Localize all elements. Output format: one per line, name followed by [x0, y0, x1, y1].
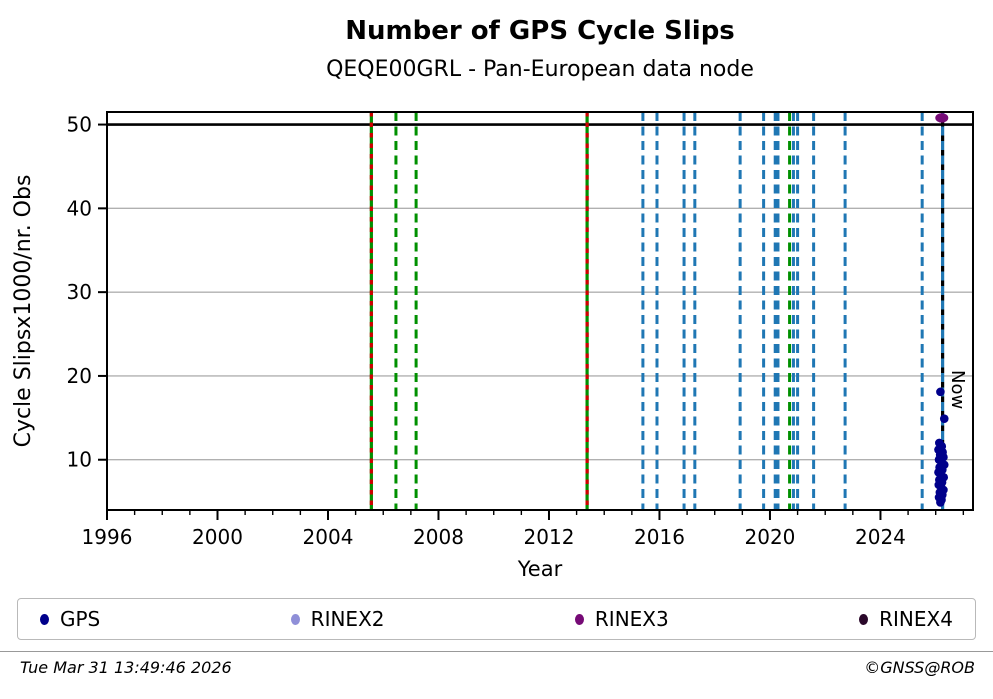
vlines-group: [369, 112, 945, 510]
legend-label-rinex2: RINEX2: [310, 607, 385, 631]
y-tick-label: 40: [67, 196, 92, 220]
rinex4-marker-icon: [859, 613, 869, 625]
chart-svg: 10 20 30 40 50 1996 2000 2004 2008 2012 2016 2020 20…: [11, 111, 974, 581]
gps-point: [939, 414, 949, 423]
footer-timestamp: Tue Mar 31 13:49:46 2026: [20, 658, 232, 677]
gps-point: [936, 387, 945, 397]
chart-title: Number of GPS Cycle Slips: [345, 16, 735, 46]
legend-item-rinex2: RINEX2: [290, 607, 385, 631]
footer-credit: ©GNSS@ROB: [864, 658, 975, 677]
legend-label-rinex3: RINEX3: [594, 607, 669, 631]
y-tick-label: 20: [67, 364, 92, 388]
legend-item-rinex4: RINEX4: [859, 607, 953, 631]
y-axis-label: Cycle Slipsx1000/nr. Obs: [11, 175, 36, 448]
chart-subtitle: QEQE00GRL - Pan-European data node: [326, 57, 754, 82]
x-axis-label: Year: [517, 557, 563, 581]
gridlines-group: [107, 123, 973, 461]
y-tick-label: 50: [67, 113, 92, 137]
x-tick-label: 2020: [745, 525, 796, 549]
now-label: Now: [947, 370, 968, 409]
y-tick-label: 30: [67, 280, 92, 304]
rinex3-point: [935, 113, 949, 123]
y-tick-label: 10: [67, 448, 92, 472]
legend-item-gps: GPS: [40, 607, 100, 631]
plot-frame: [106, 111, 974, 511]
gps-point: [936, 498, 945, 507]
legend: GPS RINEX2 RINEX3 RINEX4: [17, 598, 976, 640]
legend-label-rinex4: RINEX4: [879, 607, 953, 631]
x-tick-label: 2004: [303, 525, 354, 549]
legend-label-gps: GPS: [60, 607, 101, 631]
x-tick-label: 2008: [413, 525, 464, 549]
x-tick-label: 2012: [524, 525, 575, 549]
legend-item-rinex3: RINEX3: [574, 607, 669, 631]
footer-divider: [0, 651, 993, 652]
data-points-group: [934, 113, 949, 507]
rinex2-marker-icon: [290, 613, 300, 625]
x-tick-label: 1996: [82, 525, 133, 549]
x-tick-label: 2016: [634, 525, 685, 549]
x-tick-label: 2024: [855, 525, 906, 549]
gps-marker-icon: [40, 613, 49, 625]
axes-group: 10 20 30 40 50 1996 2000 2004 2008 2012 2016 2020 20…: [67, 113, 965, 549]
rinex3-marker-icon: [574, 613, 584, 625]
x-tick-label: 2000: [192, 525, 243, 549]
